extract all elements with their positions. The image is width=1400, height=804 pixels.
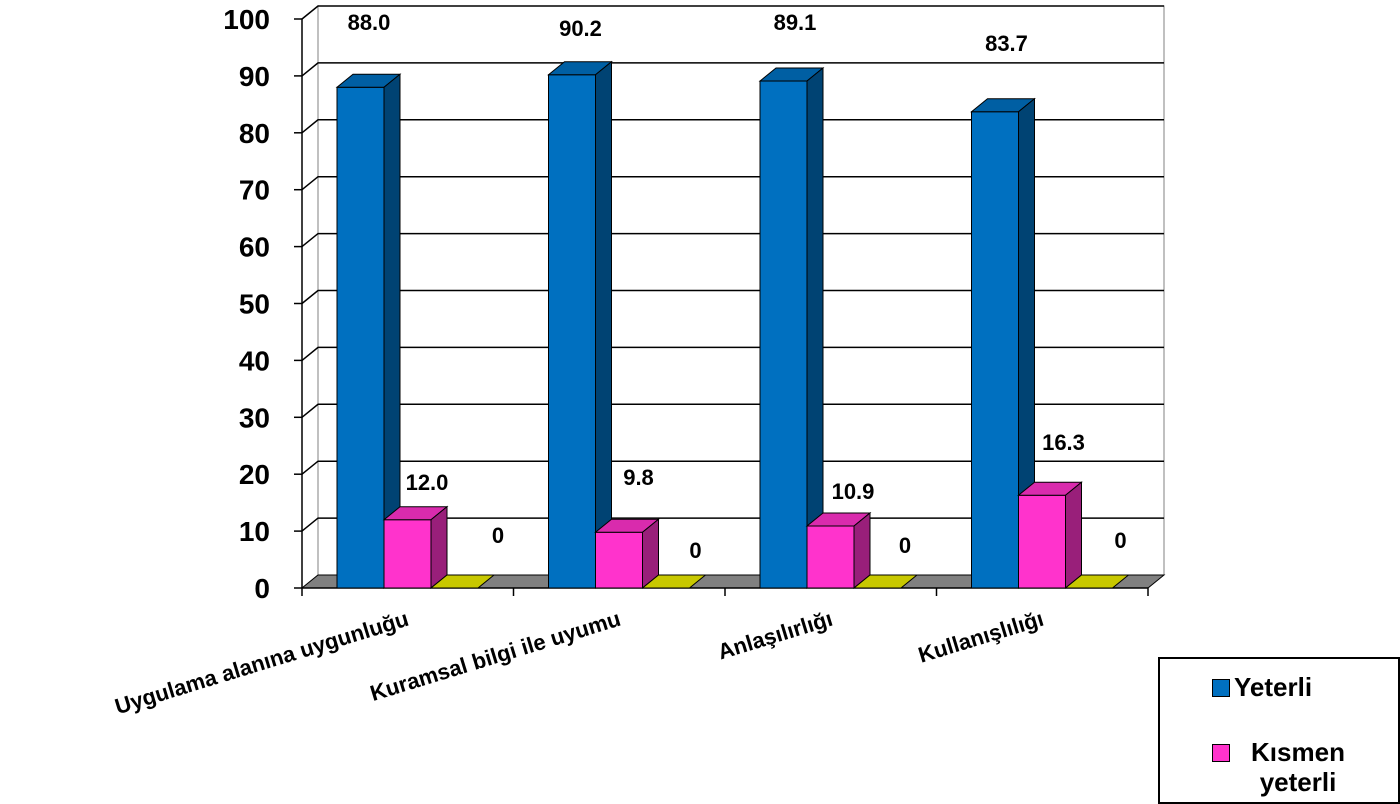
- data-label: 9.8: [623, 465, 654, 490]
- bar-3-3: [852, 574, 919, 589]
- gridline: [301, 175, 1164, 191]
- data-label: 89.1: [774, 10, 817, 35]
- x-category-label: Anlaşılırlığı: [715, 606, 836, 665]
- legend-swatch-kismen-yeterli: [1212, 744, 1230, 762]
- bar-2-4-side: [1065, 481, 1082, 590]
- y-tick-label: 30: [239, 402, 270, 433]
- bar-1-4: [971, 111, 1019, 589]
- data-label: 83.7: [985, 31, 1028, 56]
- data-label: 10.9: [832, 479, 875, 504]
- y-tick-label: 70: [239, 175, 270, 206]
- data-label: 90.2: [559, 16, 602, 41]
- legend-label-yeterli: Yeterli: [1234, 672, 1313, 702]
- legend-item-kismen-yeterli: Kısmen yeterli: [1212, 737, 1362, 797]
- gridline: [301, 62, 1164, 77]
- gridline: [301, 460, 1164, 475]
- gridline: [301, 5, 1164, 20]
- bar-3-4: [1064, 574, 1130, 589]
- y-tick-label: 100: [223, 4, 270, 35]
- bar-1-2: [548, 74, 596, 589]
- legend-swatch-yeterli: [1212, 679, 1230, 697]
- legend: Yeterli Kısmen yeterli: [1158, 657, 1400, 804]
- y-tick-label: 0: [254, 573, 270, 604]
- y-tick-label: 10: [239, 516, 270, 547]
- bar-2-3: [806, 525, 855, 589]
- gridline: [301, 289, 1164, 305]
- data-label: 0: [492, 523, 504, 548]
- bar-2-1-side: [430, 505, 448, 590]
- gridline: [301, 403, 1164, 418]
- bar-2-2: [595, 531, 643, 589]
- gridline: [301, 119, 1164, 134]
- y-tick-label: 90: [239, 61, 270, 92]
- bar-1-1: [336, 86, 385, 589]
- gridlines: [301, 5, 1164, 532]
- bar-3-2: [641, 574, 707, 589]
- legend-item-yeterli: Yeterli: [1212, 672, 1312, 702]
- data-label: 88.0: [348, 10, 391, 35]
- data-label: 16.3: [1042, 430, 1085, 455]
- data-label: 12.0: [406, 470, 449, 495]
- bar-1-3: [759, 80, 808, 589]
- y-tick-label: 40: [239, 345, 270, 376]
- bar-2-4: [1018, 494, 1066, 589]
- x-category-label: Kullanışlılığı: [915, 606, 1046, 668]
- gridline: [301, 517, 1164, 532]
- bar-3-1: [429, 574, 496, 589]
- bar-2-1: [383, 519, 432, 589]
- data-label: 0: [689, 538, 701, 563]
- x-category-label: Uygulama alanına uygunluğu: [112, 606, 412, 719]
- gridline: [301, 232, 1164, 248]
- data-label: 0: [1114, 528, 1126, 553]
- gridline: [301, 346, 1164, 361]
- bar-1-3-side: [806, 66, 824, 590]
- y-tick-label: 80: [239, 118, 270, 149]
- y-tick-label: 60: [239, 232, 270, 263]
- legend-label-kismen-yeterli: Kısmen yeterli: [1251, 737, 1345, 797]
- bar-1-2-side: [595, 60, 612, 590]
- y-tick-label: 50: [239, 289, 270, 320]
- y-tick-label: 20: [239, 459, 270, 490]
- data-label: 0: [899, 533, 911, 558]
